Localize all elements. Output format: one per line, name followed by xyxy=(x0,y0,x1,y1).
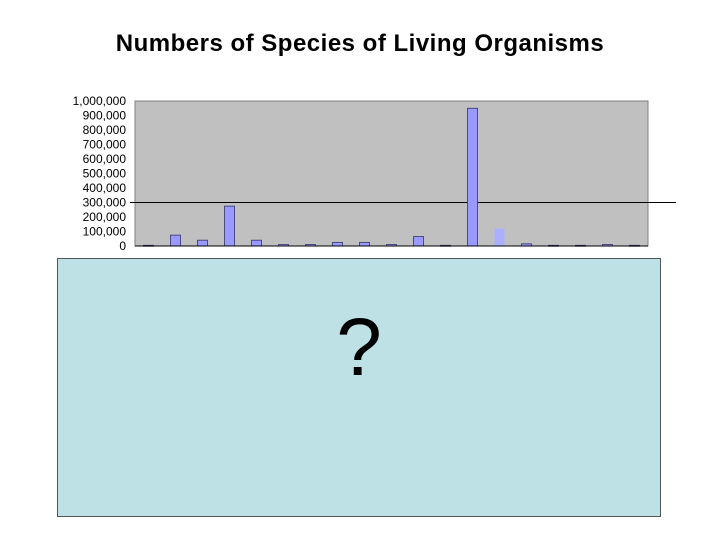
y-tick-label: 400,000 xyxy=(83,181,127,195)
bar xyxy=(332,241,343,247)
bar xyxy=(494,228,505,246)
y-tick-label: 800,000 xyxy=(83,123,127,137)
plot-area xyxy=(134,100,649,247)
question-mark: ? xyxy=(336,302,382,393)
y-tick-label: 1,000,000 xyxy=(73,94,127,108)
y-tick-label: 700,000 xyxy=(83,138,127,152)
y-tick-label: 500,000 xyxy=(83,167,127,181)
bar xyxy=(251,239,262,247)
y-tick-label: 600,000 xyxy=(83,152,127,166)
bar xyxy=(197,239,208,247)
bar xyxy=(413,236,424,247)
bar xyxy=(170,234,181,247)
y-tick-label: 300,000 xyxy=(83,196,127,210)
bar xyxy=(359,241,370,247)
y-tick-label: 100,000 xyxy=(83,225,127,239)
y-axis-ticks: 0100,000200,000300,000400,000500,000600,… xyxy=(73,94,127,253)
chart-title: Numbers of Species of Living Organisms xyxy=(115,30,605,57)
y-tick-label: 200,000 xyxy=(83,210,127,224)
y-tick-label: 0 xyxy=(119,239,126,253)
y-tick-label: 900,000 xyxy=(83,109,127,123)
bar xyxy=(224,205,235,247)
bar xyxy=(467,107,478,247)
cover-panel: ? xyxy=(57,258,661,517)
